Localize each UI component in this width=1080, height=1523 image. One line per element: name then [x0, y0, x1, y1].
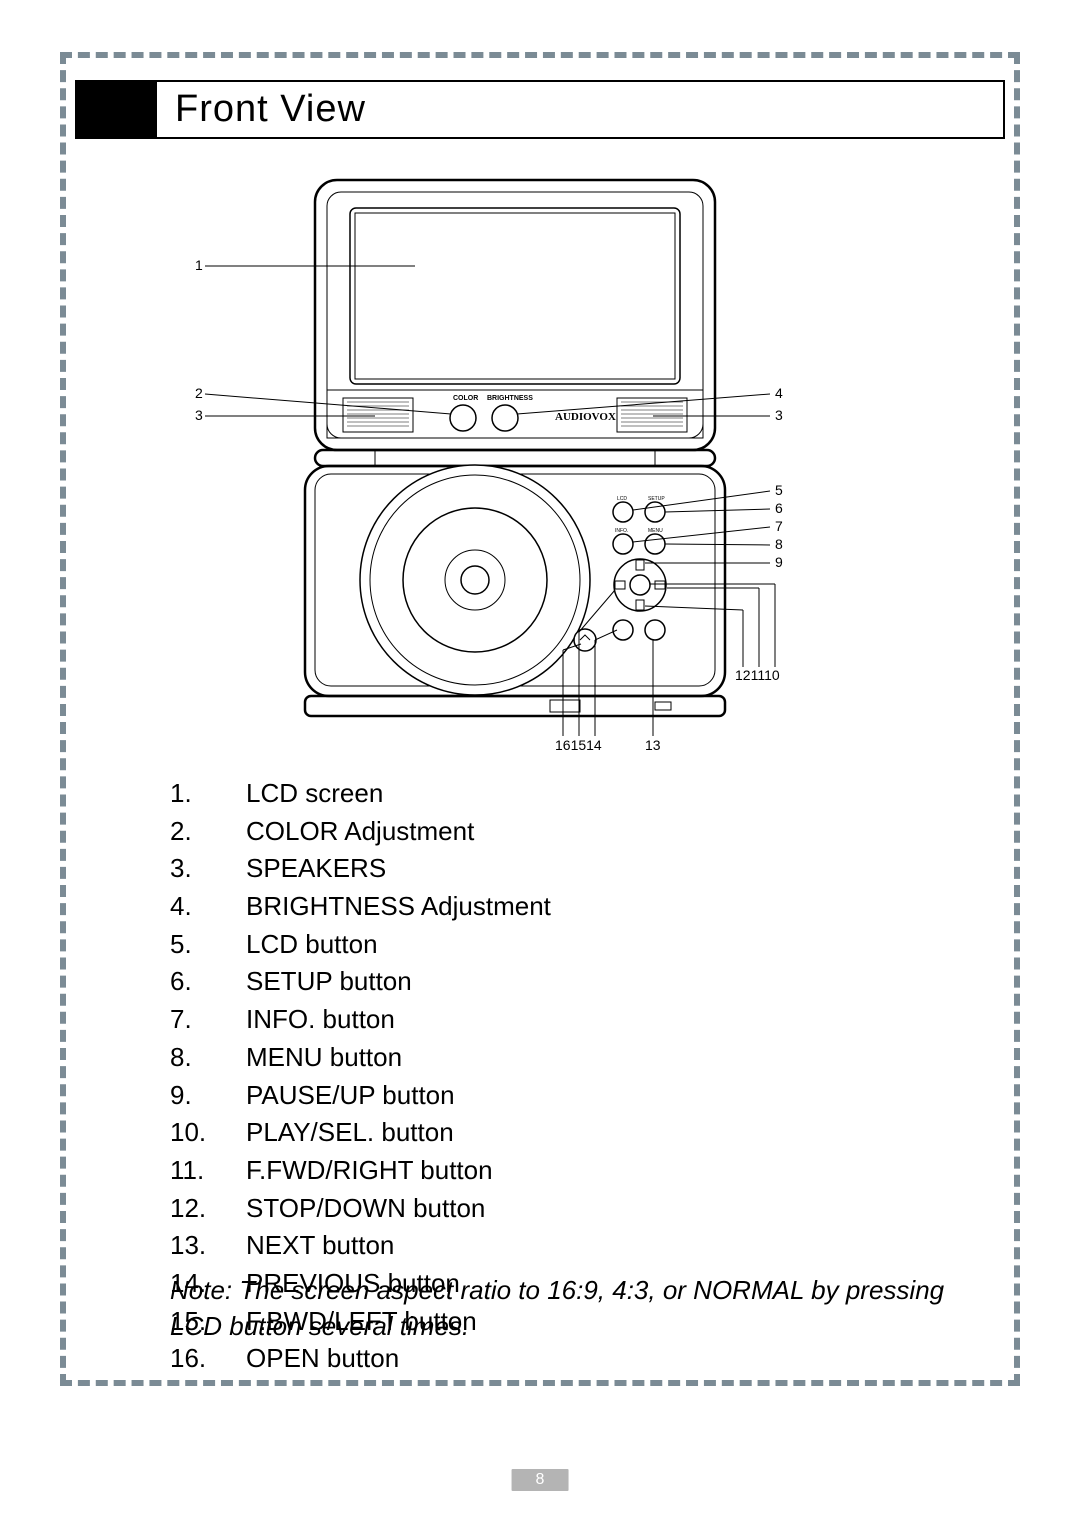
manual-page: Front View	[0, 0, 1080, 1523]
legend-row: 9.PAUSE/UP button	[170, 1077, 950, 1115]
legend-text: MENU button	[246, 1039, 402, 1077]
knob-label-brightness: BRIGHTNESS	[487, 395, 533, 402]
callout-10-11-12: 121110	[735, 667, 780, 683]
knob-label-color: COLOR	[453, 395, 478, 402]
callout-14-15-16: 161514	[555, 737, 602, 753]
svg-text:INFO.: INFO.	[615, 528, 628, 534]
legend-text: LCD button	[246, 926, 378, 964]
legend-number: 16.	[170, 1340, 246, 1378]
legend-text: BRIGHTNESS Adjustment	[246, 888, 551, 926]
callout-7: 7	[775, 518, 783, 534]
legend-number: 6.	[170, 963, 246, 1001]
callout-13: 13	[645, 737, 661, 753]
legend-row: 11.F.FWD/RIGHT button	[170, 1152, 950, 1190]
legend-number: 11.	[170, 1152, 246, 1190]
legend-text: PLAY/SEL. button	[246, 1114, 454, 1152]
legend-text: PAUSE/UP button	[246, 1077, 455, 1115]
legend-row: 13.NEXT button	[170, 1227, 950, 1265]
svg-text:MENU: MENU	[648, 528, 663, 534]
legend-row: 16.OPEN button	[170, 1340, 950, 1378]
legend-number: 13.	[170, 1227, 246, 1265]
callout-8: 8	[775, 536, 783, 552]
callout-6: 6	[775, 500, 783, 516]
legend-row: 2.COLOR Adjustment	[170, 813, 950, 851]
legend-number: 7.	[170, 1001, 246, 1039]
legend-number: 4.	[170, 888, 246, 926]
legend-text: SPEAKERS	[246, 850, 386, 888]
legend-row: 4.BRIGHTNESS Adjustment	[170, 888, 950, 926]
legend-text: STOP/DOWN button	[246, 1190, 485, 1228]
page-number: 8	[512, 1469, 569, 1491]
legend-text: SETUP button	[246, 963, 412, 1001]
callout-2: 2	[195, 385, 203, 401]
brand-logo: AUDIOVOX	[555, 411, 616, 423]
legend-row: 7.INFO. button	[170, 1001, 950, 1039]
speaker-left	[343, 398, 413, 432]
section-title: Front View	[157, 88, 366, 131]
legend-row: 10.PLAY/SEL. button	[170, 1114, 950, 1152]
legend-text: COLOR Adjustment	[246, 813, 474, 851]
legend-number: 10.	[170, 1114, 246, 1152]
callout-5: 5	[775, 482, 783, 498]
callout-9: 9	[775, 554, 783, 570]
legend-number: 8.	[170, 1039, 246, 1077]
legend-row: 8.MENU button	[170, 1039, 950, 1077]
legend-number: 9.	[170, 1077, 246, 1115]
note-text: Note: The screen aspect ratio to 16:9, 4…	[170, 1272, 960, 1345]
legend-number: 12.	[170, 1190, 246, 1228]
legend-row: 3.SPEAKERS	[170, 850, 950, 888]
legend-number: 5.	[170, 926, 246, 964]
legend-number: 2.	[170, 813, 246, 851]
legend-text: OPEN button	[246, 1340, 399, 1378]
legend-number: 1.	[170, 775, 246, 813]
callout-4: 4	[775, 385, 783, 401]
section-title-bar: Front View	[75, 80, 1005, 139]
title-black-block	[77, 82, 157, 137]
callout-3l: 3	[195, 407, 203, 423]
legend-row: 6.SETUP button	[170, 963, 950, 1001]
control-panel: LCD SETUP INFO. MENU	[613, 496, 666, 640]
legend-text: LCD screen	[246, 775, 383, 813]
callout-1: 1	[195, 257, 203, 273]
callout-3r: 3	[775, 407, 783, 423]
legend-text: INFO. button	[246, 1001, 395, 1039]
legend-text: NEXT button	[246, 1227, 394, 1265]
legend-row: 12.STOP/DOWN button	[170, 1190, 950, 1228]
legend-row: 5.LCD button	[170, 926, 950, 964]
legend-number: 3.	[170, 850, 246, 888]
svg-text:SETUP: SETUP	[648, 496, 665, 502]
svg-text:LCD: LCD	[617, 496, 627, 502]
legend-text: F.FWD/RIGHT button	[246, 1152, 493, 1190]
device-diagram: COLOR BRIGHTNESS AUDIOVOX LCD	[155, 170, 875, 760]
legend-row: 1.LCD screen	[170, 775, 950, 813]
